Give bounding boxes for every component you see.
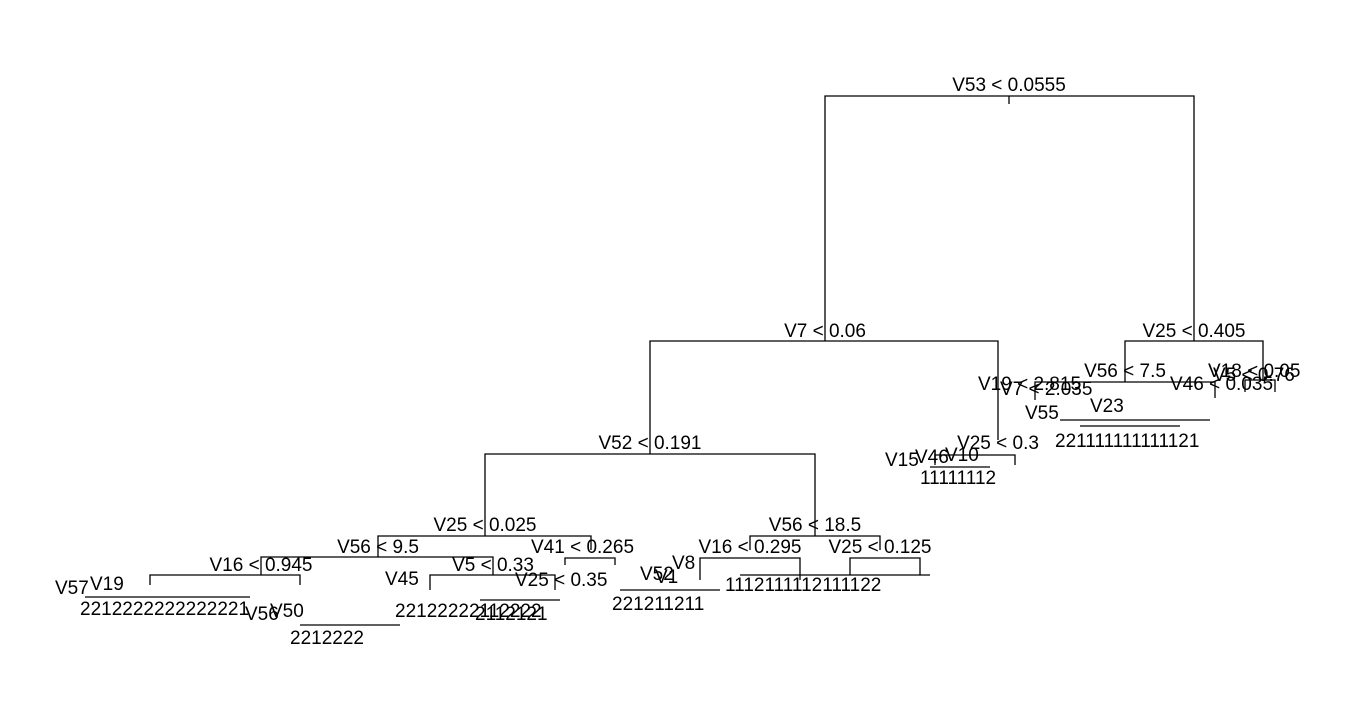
leaf-labels: 22122222112222 xyxy=(395,601,542,622)
split-label-right: V25 < 0.405 xyxy=(1142,321,1245,342)
leaf-labels: 11111112 xyxy=(920,468,996,489)
split-root: V53 < 0.0555 xyxy=(824,75,1195,341)
split-label-llrr: V25 < 0.125 xyxy=(828,537,931,558)
split-label-llllr: V5 < 0.33 xyxy=(452,555,534,576)
cluster-label: V55 xyxy=(1025,403,1059,424)
split-label-lll: V25 < 0.025 xyxy=(433,515,536,536)
split-llr: V56 < 18.5 xyxy=(749,515,881,550)
cluster-label: V19 xyxy=(90,574,124,595)
cluster-label: V23 xyxy=(1090,396,1124,417)
cluster-label: V7 < 2.035 xyxy=(1000,379,1092,400)
cluster-label: V10 xyxy=(945,445,979,466)
split-lll: V25 < 0.025 xyxy=(377,515,592,557)
split-label-lllr: V41 < 0.265 xyxy=(531,537,634,558)
split-left-right: V25 < 0.3 V15 V46 V10 11111112 xyxy=(885,433,1039,489)
cluster-label: V19 < 2.815 xyxy=(978,374,1081,395)
split-label-left: V7 < 0.06 xyxy=(784,321,866,342)
lower-left-clusters: V57 V19 V45 V25 < 0.35 V56 V50 221222222… xyxy=(55,569,607,649)
split-right-right: V18 < 0.05 V5 < 0.76 xyxy=(1208,361,1300,392)
cluster-label: V15 xyxy=(885,450,919,471)
cluster-label: V46 < 0.035 xyxy=(1170,374,1273,395)
leaf-labels: 2112121 xyxy=(475,604,548,625)
split-lllr: V41 < 0.265 xyxy=(531,537,634,565)
cluster-label: V56 xyxy=(245,604,279,625)
leaf-labels: 2212222222222221 xyxy=(80,599,249,620)
cluster-label: V45 xyxy=(385,569,419,590)
split-llllr: V5 < 0.33 xyxy=(300,555,560,626)
split-left-left: V52 < 0.191 xyxy=(484,433,816,536)
leaf-labels: 221211211 xyxy=(612,594,704,615)
cluster-label: V25 < 0.35 xyxy=(515,570,607,591)
split-llrr: V25 < 0.125 xyxy=(828,537,932,575)
split-label-right-right: V18 < 0.05 xyxy=(1208,361,1300,382)
leaf-labels: 221111111111121 xyxy=(1055,431,1199,452)
split-lllll: V16 < 0.945 xyxy=(85,555,313,598)
lower-middle-clusters: V8 V52 V1 221211211 1112111112111122 xyxy=(612,553,930,615)
split-llrl: V16 < 0.295 xyxy=(698,537,802,580)
cluster-label: V52 xyxy=(640,564,674,585)
split-label-lllll: V16 < 0.945 xyxy=(209,555,312,576)
cluster-label: V50 xyxy=(270,601,304,622)
leaf-labels: 1112111112111122 xyxy=(725,575,881,596)
split-label-root: V53 < 0.0555 xyxy=(952,75,1066,96)
split-label-right-left: V56 < 7.5 xyxy=(1084,361,1166,382)
cluster-label: V1 xyxy=(655,567,678,588)
cluster-label: V57 xyxy=(55,578,89,599)
split-label-left-right: V25 < 0.3 xyxy=(957,433,1039,454)
split-label-llr: V56 < 18.5 xyxy=(769,515,861,536)
cluster-label: V5 < 0.76 xyxy=(1213,365,1295,386)
split-label-left-left: V52 < 0.191 xyxy=(598,433,701,454)
cluster-label: V46 xyxy=(915,447,949,468)
split-label-llrl: V16 < 0.295 xyxy=(698,537,801,558)
split-right: V25 < 0.405 xyxy=(1124,321,1264,382)
cluster-label: V8 xyxy=(672,553,695,574)
leaf-labels: 2212222 xyxy=(290,628,364,649)
split-right-left: V56 < 7.5 V19 < 2.815 V7 < 2.035 V46 < 0… xyxy=(978,361,1273,452)
split-label-llll: V56 < 9.5 xyxy=(337,537,419,558)
split-left: V7 < 0.06 xyxy=(649,321,999,454)
split-llll: V56 < 9.5 xyxy=(260,537,494,575)
